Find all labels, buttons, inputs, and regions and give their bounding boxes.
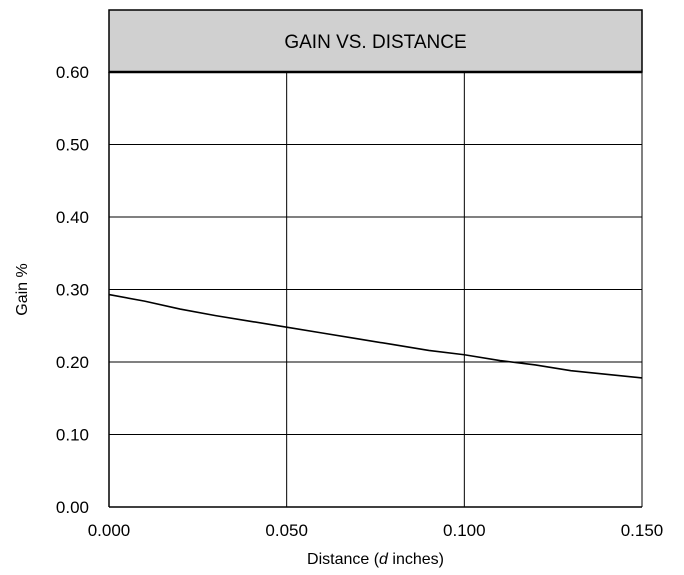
x-tick-labels: 0.000 0.050 0.100 0.150 (88, 521, 664, 540)
y-tick-label: 0.00 (56, 498, 89, 517)
x-tick-label: 0.050 (265, 521, 308, 540)
y-tick-label: 0.30 (56, 281, 89, 300)
y-tick-label: 0.10 (56, 426, 89, 445)
x-axis-title: Distance (d inches) (307, 551, 444, 568)
x-axis-title-before: Distance ( (307, 551, 380, 568)
x-axis-title-italic: d (379, 551, 389, 568)
x-tick-label: 0.100 (443, 521, 486, 540)
grid (108, 70, 643, 508)
y-tick-label: 0.50 (56, 136, 89, 155)
y-tick-label: 0.20 (56, 353, 89, 372)
y-tick-label: 0.60 (56, 63, 89, 82)
series-group (108, 293, 643, 379)
title-box (108, 9, 643, 73)
chart-title: GAIN VS. DISTANCE (284, 32, 466, 53)
y-axis-title: Gain % (14, 263, 31, 315)
series-line (108, 293, 643, 379)
x-tick-label: 0.000 (88, 521, 131, 540)
x-tick-label: 0.150 (621, 521, 664, 540)
y-tick-labels: 0.00 0.10 0.20 0.30 0.40 0.50 0.60 (56, 63, 89, 517)
y-tick-label: 0.40 (56, 208, 89, 227)
x-axis-title-after: inches) (388, 551, 444, 568)
